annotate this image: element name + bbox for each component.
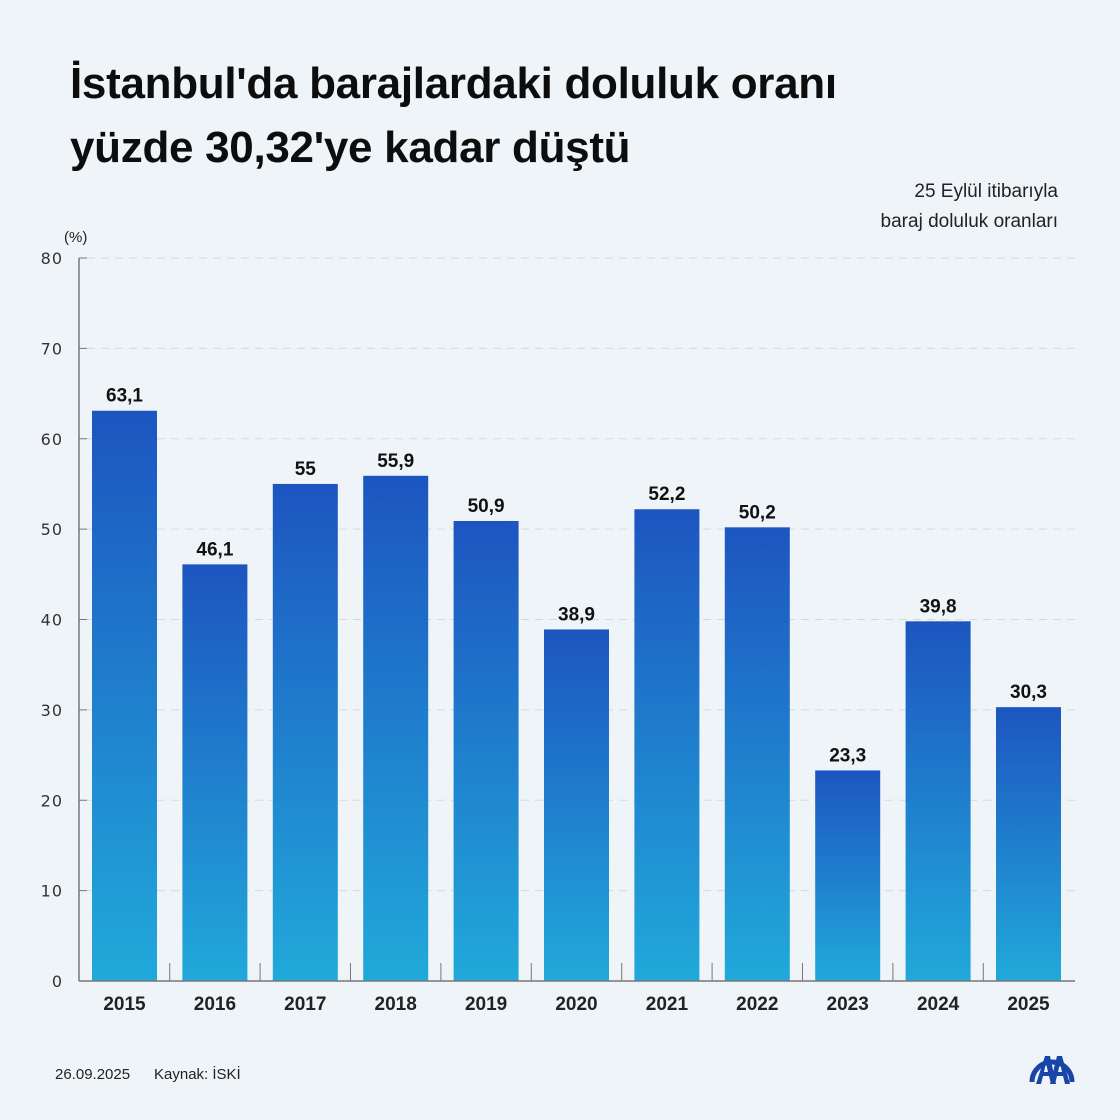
- bar-2021: [634, 509, 700, 981]
- y-tick-label: 80: [41, 249, 63, 268]
- data-label-2024: 39,8: [920, 596, 957, 617]
- x-tick-label-2018: 2018: [375, 994, 417, 1015]
- aa-logo-icon: [1029, 1056, 1075, 1084]
- bar-2015: [92, 410, 157, 981]
- y-tick-label: 50: [41, 520, 63, 539]
- bar-2024: [905, 621, 971, 981]
- page-title: İstanbul'da barajlardaki doluluk oranı y…: [70, 52, 837, 180]
- subtitle-line-2: baraj doluluk oranları: [880, 211, 1058, 232]
- bar-2019: [453, 520, 519, 981]
- x-tick-label-2020: 2020: [555, 994, 597, 1015]
- data-label-2018: 55,9: [377, 451, 414, 472]
- title-line-1: İstanbul'da barajlardaki doluluk oranı: [70, 59, 837, 108]
- x-tick-label-2023: 2023: [827, 994, 869, 1015]
- y-tick-label: 10: [41, 882, 63, 901]
- x-tick-label-2015: 2015: [103, 994, 146, 1015]
- data-label-2025: 30,3: [1010, 682, 1047, 703]
- y-tick-label: 20: [41, 791, 63, 810]
- y-axis-unit: (%): [64, 229, 88, 246]
- bar-2017: [272, 483, 338, 981]
- y-tick-label: 30: [41, 701, 63, 720]
- x-tick-label-2022: 2022: [736, 994, 778, 1015]
- x-tick-label-2019: 2019: [465, 994, 507, 1015]
- bar-2025: [996, 707, 1061, 981]
- data-label-2022: 50,2: [739, 502, 776, 523]
- data-label-2023: 23,3: [829, 745, 866, 766]
- x-tick-label-2016: 2016: [194, 994, 236, 1015]
- data-label-2021: 52,2: [648, 484, 685, 505]
- y-tick-label: 0: [52, 972, 63, 991]
- y-tick-label: 40: [41, 611, 63, 630]
- data-label-2015: 63,1: [106, 386, 143, 407]
- title-line-2: yüzde 30,32'ye kadar düştü: [70, 123, 631, 172]
- x-tick-label-2021: 2021: [646, 994, 689, 1015]
- x-tick-label-2025: 2025: [1007, 994, 1050, 1015]
- footer-date: 26.09.2025: [55, 1066, 131, 1083]
- bar-2018: [363, 475, 429, 981]
- subtitle-line-1: 25 Eylül itibarıyla: [914, 181, 1058, 202]
- bar-2023: [815, 770, 881, 981]
- bar-2020: [544, 629, 609, 981]
- bar-2022: [724, 527, 790, 981]
- footer-source: Kaynak: İSKİ: [154, 1066, 241, 1083]
- data-label-2019: 50,9: [468, 496, 505, 517]
- chart-subtitle: 25 Eylül itibarıyla baraj doluluk oranla…: [881, 177, 1058, 237]
- data-label-2016: 46,1: [196, 539, 233, 560]
- y-tick-label: 60: [41, 430, 63, 449]
- data-label-2017: 55: [295, 459, 317, 480]
- x-tick-label-2017: 2017: [284, 994, 326, 1015]
- x-tick-label-2024: 2024: [917, 994, 960, 1015]
- y-tick-label: 70: [41, 339, 63, 358]
- bar-2016: [182, 564, 248, 981]
- data-label-2020: 38,9: [558, 604, 595, 625]
